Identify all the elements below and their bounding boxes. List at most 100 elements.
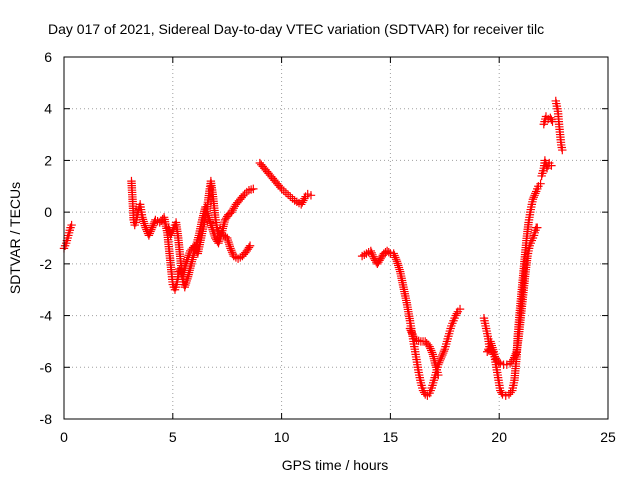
y-tick-labels: -8 -6 -4 -2 0 2 4 6 (40, 49, 53, 427)
data-point (384, 248, 393, 257)
y-tick-label: 4 (44, 101, 52, 117)
data-point (140, 221, 150, 230)
y-tick-label: -2 (40, 256, 53, 272)
data-point (427, 348, 437, 357)
data-point (290, 196, 299, 205)
data-point (357, 251, 367, 261)
data-point (227, 207, 236, 217)
data-point (366, 246, 376, 256)
y-tick-label: 6 (44, 49, 52, 65)
data-point (151, 215, 160, 225)
data-point (374, 257, 383, 267)
y-tick-label: -8 (40, 411, 53, 427)
data-point (369, 252, 378, 261)
data-point (438, 350, 447, 360)
data-point (279, 186, 288, 196)
data-point (242, 246, 251, 256)
y-axis-label: SDTVAR / TECUs (7, 182, 23, 294)
data-point (376, 254, 385, 263)
data-point (147, 225, 156, 234)
data-point (205, 217, 215, 226)
data-point (275, 182, 285, 192)
data-point (146, 227, 155, 236)
data-point (292, 197, 302, 206)
data-point (412, 335, 421, 345)
data-point (207, 221, 216, 230)
data-point (533, 223, 542, 232)
data-point (394, 261, 403, 270)
data-point (216, 230, 226, 240)
data-point (426, 344, 435, 353)
data-point (488, 345, 498, 354)
data-point (368, 250, 377, 260)
data-point (394, 263, 404, 272)
data-point (209, 227, 218, 236)
data-point (427, 346, 436, 355)
x-tick-label: 0 (60, 429, 68, 445)
data-point (216, 232, 225, 242)
data-point (486, 337, 495, 346)
data-point (487, 341, 497, 350)
data-point (215, 234, 225, 244)
grid-lines (64, 57, 608, 419)
data-point (225, 242, 235, 251)
data-point (299, 196, 308, 205)
data-point (392, 257, 402, 266)
data-point (242, 187, 251, 197)
data-point (138, 215, 148, 224)
data-point (425, 342, 434, 351)
data-point (439, 346, 449, 356)
data-point (455, 304, 465, 314)
data-point (438, 348, 448, 358)
data-point (367, 248, 376, 258)
data-point (238, 191, 248, 200)
data-point (528, 195, 538, 204)
data-point (531, 189, 540, 198)
data-point (139, 217, 148, 226)
data-point (405, 324, 415, 333)
data-point (148, 221, 158, 230)
data-point (245, 241, 255, 250)
data-point (180, 282, 189, 292)
data-point (451, 311, 460, 320)
data-point (281, 188, 291, 197)
data-point (391, 255, 401, 264)
data-point (286, 192, 295, 201)
data-point (244, 185, 254, 195)
data-point (221, 213, 231, 223)
data-point (283, 190, 293, 199)
x-tick-label: 5 (169, 429, 177, 445)
data-point (224, 240, 234, 249)
data-point (377, 252, 386, 262)
data-point (414, 336, 423, 345)
data-point (393, 259, 402, 268)
data-point (202, 206, 211, 216)
data-point (233, 254, 243, 263)
data-point (452, 309, 461, 318)
data-point (546, 113, 555, 122)
data-point (243, 245, 253, 254)
data-point (306, 191, 316, 200)
data-point (240, 189, 249, 199)
x-axis-label: GPS time / hours (282, 457, 389, 473)
data-point (389, 249, 398, 258)
data-points (59, 96, 567, 400)
data-point (390, 251, 399, 260)
x-tick-label: 25 (600, 429, 616, 445)
data-point (298, 198, 307, 207)
data-point (406, 326, 415, 335)
data-point (223, 235, 233, 245)
data-point (183, 274, 192, 284)
chart-title: Day 017 of 2021, Sidereal Day-to-day VTE… (48, 21, 544, 37)
data-point (226, 244, 235, 253)
data-point (497, 388, 506, 397)
data-point (203, 211, 213, 220)
data-point (228, 206, 237, 215)
y-tick-label: -4 (40, 308, 53, 324)
data-point (147, 223, 157, 232)
data-point (207, 223, 217, 232)
data-point (182, 276, 191, 286)
data-point (140, 219, 149, 228)
data-point (214, 236, 224, 246)
